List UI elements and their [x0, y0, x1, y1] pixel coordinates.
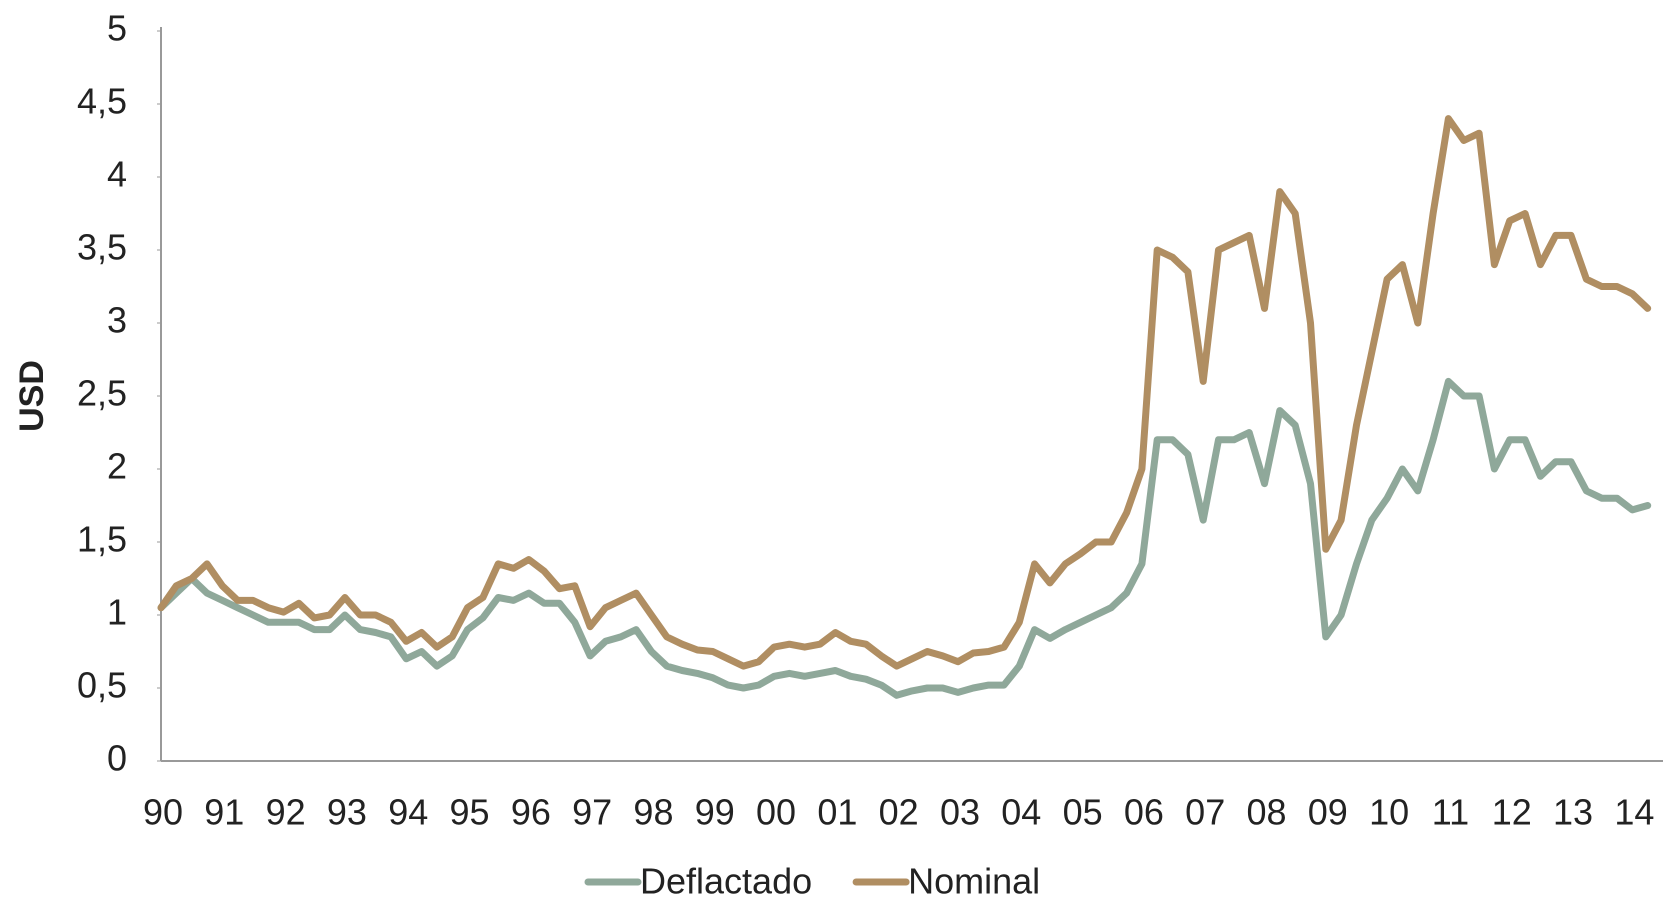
series-line — [157, 115, 1652, 670]
x-tick-label: 97 — [572, 792, 612, 833]
y-tick-label: 3 — [107, 300, 127, 341]
x-tick-label: 09 — [1308, 792, 1348, 833]
legend-label: Deflactado — [640, 861, 812, 902]
x-tick-label: 90 — [143, 792, 183, 833]
y-tick-label: 1 — [107, 592, 127, 633]
y-tick-label: 2,5 — [77, 373, 127, 414]
x-tick-label: 05 — [1063, 792, 1103, 833]
x-tick-label: 13 — [1553, 792, 1593, 833]
x-tick-label: 95 — [450, 792, 490, 833]
y-tick-label: 3,5 — [77, 227, 127, 268]
x-tick-label: 96 — [511, 792, 551, 833]
x-tick-label: 12 — [1492, 792, 1532, 833]
x-tick-label: 04 — [1001, 792, 1041, 833]
series-line — [157, 377, 1652, 699]
y-tick-label: 0 — [107, 738, 127, 779]
y-tick-label: 4 — [107, 154, 127, 195]
y-tick-label: 0,5 — [77, 665, 127, 706]
y-tick-label: 2 — [107, 446, 127, 487]
x-tick-label: 01 — [817, 792, 857, 833]
x-tick-label: 11 — [1432, 792, 1469, 833]
x-tick-label: 02 — [879, 792, 919, 833]
y-axis-title: USD — [13, 360, 51, 432]
x-tick-label: 91 — [204, 792, 244, 833]
x-tick-label: 99 — [695, 792, 735, 833]
y-tick-label: 4,5 — [77, 81, 127, 122]
x-tick-label: 06 — [1124, 792, 1164, 833]
x-tick-label: 03 — [940, 792, 980, 833]
y-tick-label: 5 — [107, 8, 127, 49]
x-tick-label: 93 — [327, 792, 367, 833]
y-tick-label: 1,5 — [77, 519, 127, 560]
x-tick-label: 98 — [633, 792, 673, 833]
x-tick-label: 08 — [1246, 792, 1286, 833]
x-tick-label: 14 — [1614, 792, 1654, 833]
x-tick-label: 92 — [266, 792, 306, 833]
x-tick-label: 10 — [1369, 792, 1409, 833]
x-tick-label: 07 — [1185, 792, 1225, 833]
x-tick-label: 94 — [388, 792, 428, 833]
x-tick-label: 00 — [756, 792, 796, 833]
legend-label: Nominal — [908, 861, 1040, 902]
